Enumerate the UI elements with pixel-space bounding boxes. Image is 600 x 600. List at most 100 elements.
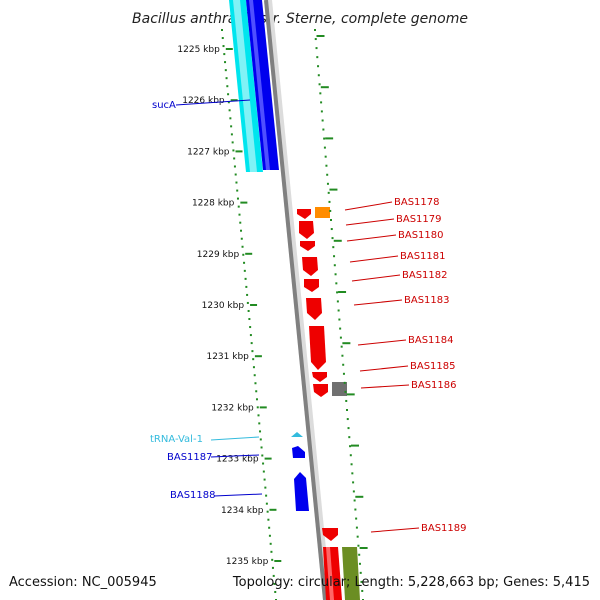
inner-ruler-dot <box>268 534 271 537</box>
kbp-tick-label: 1231 kbp <box>206 352 249 362</box>
inner-ruler-dot <box>263 478 266 481</box>
outer-ruler-dot <box>314 29 316 31</box>
leader-line <box>345 218 395 226</box>
feature-bas1186 <box>313 384 328 397</box>
inner-ruler-dot <box>245 285 248 288</box>
feature-gray <box>332 382 347 396</box>
inner-ruler-dot <box>238 213 241 216</box>
inner-ruler-dot <box>230 125 233 128</box>
kbp-tick-label: 1230 kbp <box>202 301 245 311</box>
outer-ruler-dot <box>322 128 325 131</box>
gene-label-bas1178: BAS1178 <box>394 197 440 208</box>
kbp-tick-label: 1227 kbp <box>187 147 230 157</box>
leader-line <box>370 527 420 533</box>
outer-ruler-dot <box>318 83 321 86</box>
outer-ruler-dot <box>347 427 350 430</box>
outer-ruler-dot <box>320 101 323 104</box>
inner-ruler-dot <box>266 510 269 513</box>
inner-ruler-dot <box>258 422 261 425</box>
feature-red-bottom-highlight <box>326 547 334 600</box>
inner-ruler-dot <box>262 462 265 465</box>
outer-ruler-dot <box>349 445 352 448</box>
backbone-line <box>264 0 327 600</box>
leader-line <box>357 339 407 346</box>
inner-ruler-dot <box>227 93 230 96</box>
outer-ruler-dot <box>355 526 358 529</box>
outer-ruler-dot <box>319 92 322 95</box>
leader-line <box>351 274 401 282</box>
outer-ruler-dot <box>317 74 320 77</box>
inner-ruler-dot <box>249 326 252 329</box>
inner-ruler-dot <box>229 117 232 120</box>
inner-ruler-dot <box>249 334 252 337</box>
inner-ruler-dot <box>261 454 264 457</box>
outer-ruler-dot <box>355 517 358 520</box>
inner-ruler-dot <box>250 342 253 345</box>
outer-ruler-dot <box>346 409 348 411</box>
outer-ruler-dot <box>341 354 344 357</box>
outer-ruler-dot <box>337 309 340 312</box>
gene-label-bas1189: BAS1189 <box>421 523 467 534</box>
leader-line <box>353 299 403 306</box>
leader-line <box>360 384 410 389</box>
inner-ruler-dot <box>242 253 245 256</box>
inner-ruler-dot <box>265 494 268 497</box>
inner-ruler-dot <box>273 582 276 585</box>
feature-bas1179 <box>299 221 314 239</box>
outer-ruler-dot <box>316 56 319 59</box>
inner-ruler-dot <box>255 390 258 393</box>
gene-label-bas1186: BAS1186 <box>411 380 457 391</box>
gene-label-trna-val-1: tRNA-Val-1 <box>150 434 203 445</box>
outer-ruler-dot <box>330 228 333 231</box>
inner-ruler-dot <box>228 109 231 112</box>
inner-ruler-dot <box>267 518 270 521</box>
inner-ruler-dot <box>236 189 239 192</box>
outer-ruler-dot <box>339 336 342 339</box>
gene-label-bas1185: BAS1185 <box>410 361 456 372</box>
outer-ruler-dot <box>358 562 361 565</box>
outer-ruler-dot <box>331 237 334 240</box>
inner-ruler-dot <box>239 221 242 224</box>
inner-ruler-dot <box>246 301 249 304</box>
inner-ruler-dot <box>254 382 257 385</box>
feature-bas1189 <box>322 528 338 541</box>
leader-line <box>344 201 393 211</box>
feature-bas1185 <box>312 372 327 382</box>
gene-label-bas1180: BAS1180 <box>398 230 444 241</box>
leader-line <box>210 436 260 441</box>
outer-ruler-dot <box>353 499 356 502</box>
accession-text: Accession: NC_005945 <box>9 575 157 590</box>
leader-line <box>359 365 409 372</box>
feature-cyan-highlight <box>233 0 257 172</box>
kbp-tick-label: 1228 kbp <box>192 199 235 209</box>
leader-line <box>349 255 399 263</box>
outer-ruler-dot <box>329 209 332 212</box>
inner-ruler-dot <box>271 566 274 569</box>
inner-ruler-dot <box>260 446 263 449</box>
outer-ruler-dot <box>338 318 341 321</box>
outer-ruler-dot <box>335 282 338 285</box>
outer-ruler-dot <box>323 137 326 140</box>
outer-ruler-dot <box>346 418 349 421</box>
inner-ruler-dot <box>226 85 229 88</box>
inner-ruler-dot <box>248 318 251 321</box>
outer-ruler-dot <box>323 146 326 149</box>
feature-bas1181 <box>302 257 318 276</box>
feature-bas1178 <box>297 209 311 219</box>
kbp-tick-label: 1232 kbp <box>211 403 254 413</box>
kbp-ruler: 1225 kbp 1226 kbp 1227 kbp 1228 kbp 1229 kbp… <box>177 29 368 600</box>
outer-ruler-dot <box>345 399 348 402</box>
feature-bas1182 <box>304 279 319 292</box>
map-title: Bacillus anthracis str. Sterne, complete… <box>132 11 468 27</box>
gene-label-bas1184: BAS1184 <box>408 335 454 346</box>
inner-ruler-dot <box>240 229 243 232</box>
outer-ruler-dot <box>361 589 364 592</box>
leader-line <box>346 234 397 242</box>
outer-ruler-dot <box>330 219 332 221</box>
inner-ruler-dot <box>236 197 239 200</box>
inner-ruler-dot <box>221 37 224 40</box>
outer-ruler-dot <box>352 490 355 493</box>
outer-ruler-dot <box>336 291 339 294</box>
inner-ruler-dot <box>232 149 235 152</box>
inner-ruler-dot <box>259 438 262 441</box>
